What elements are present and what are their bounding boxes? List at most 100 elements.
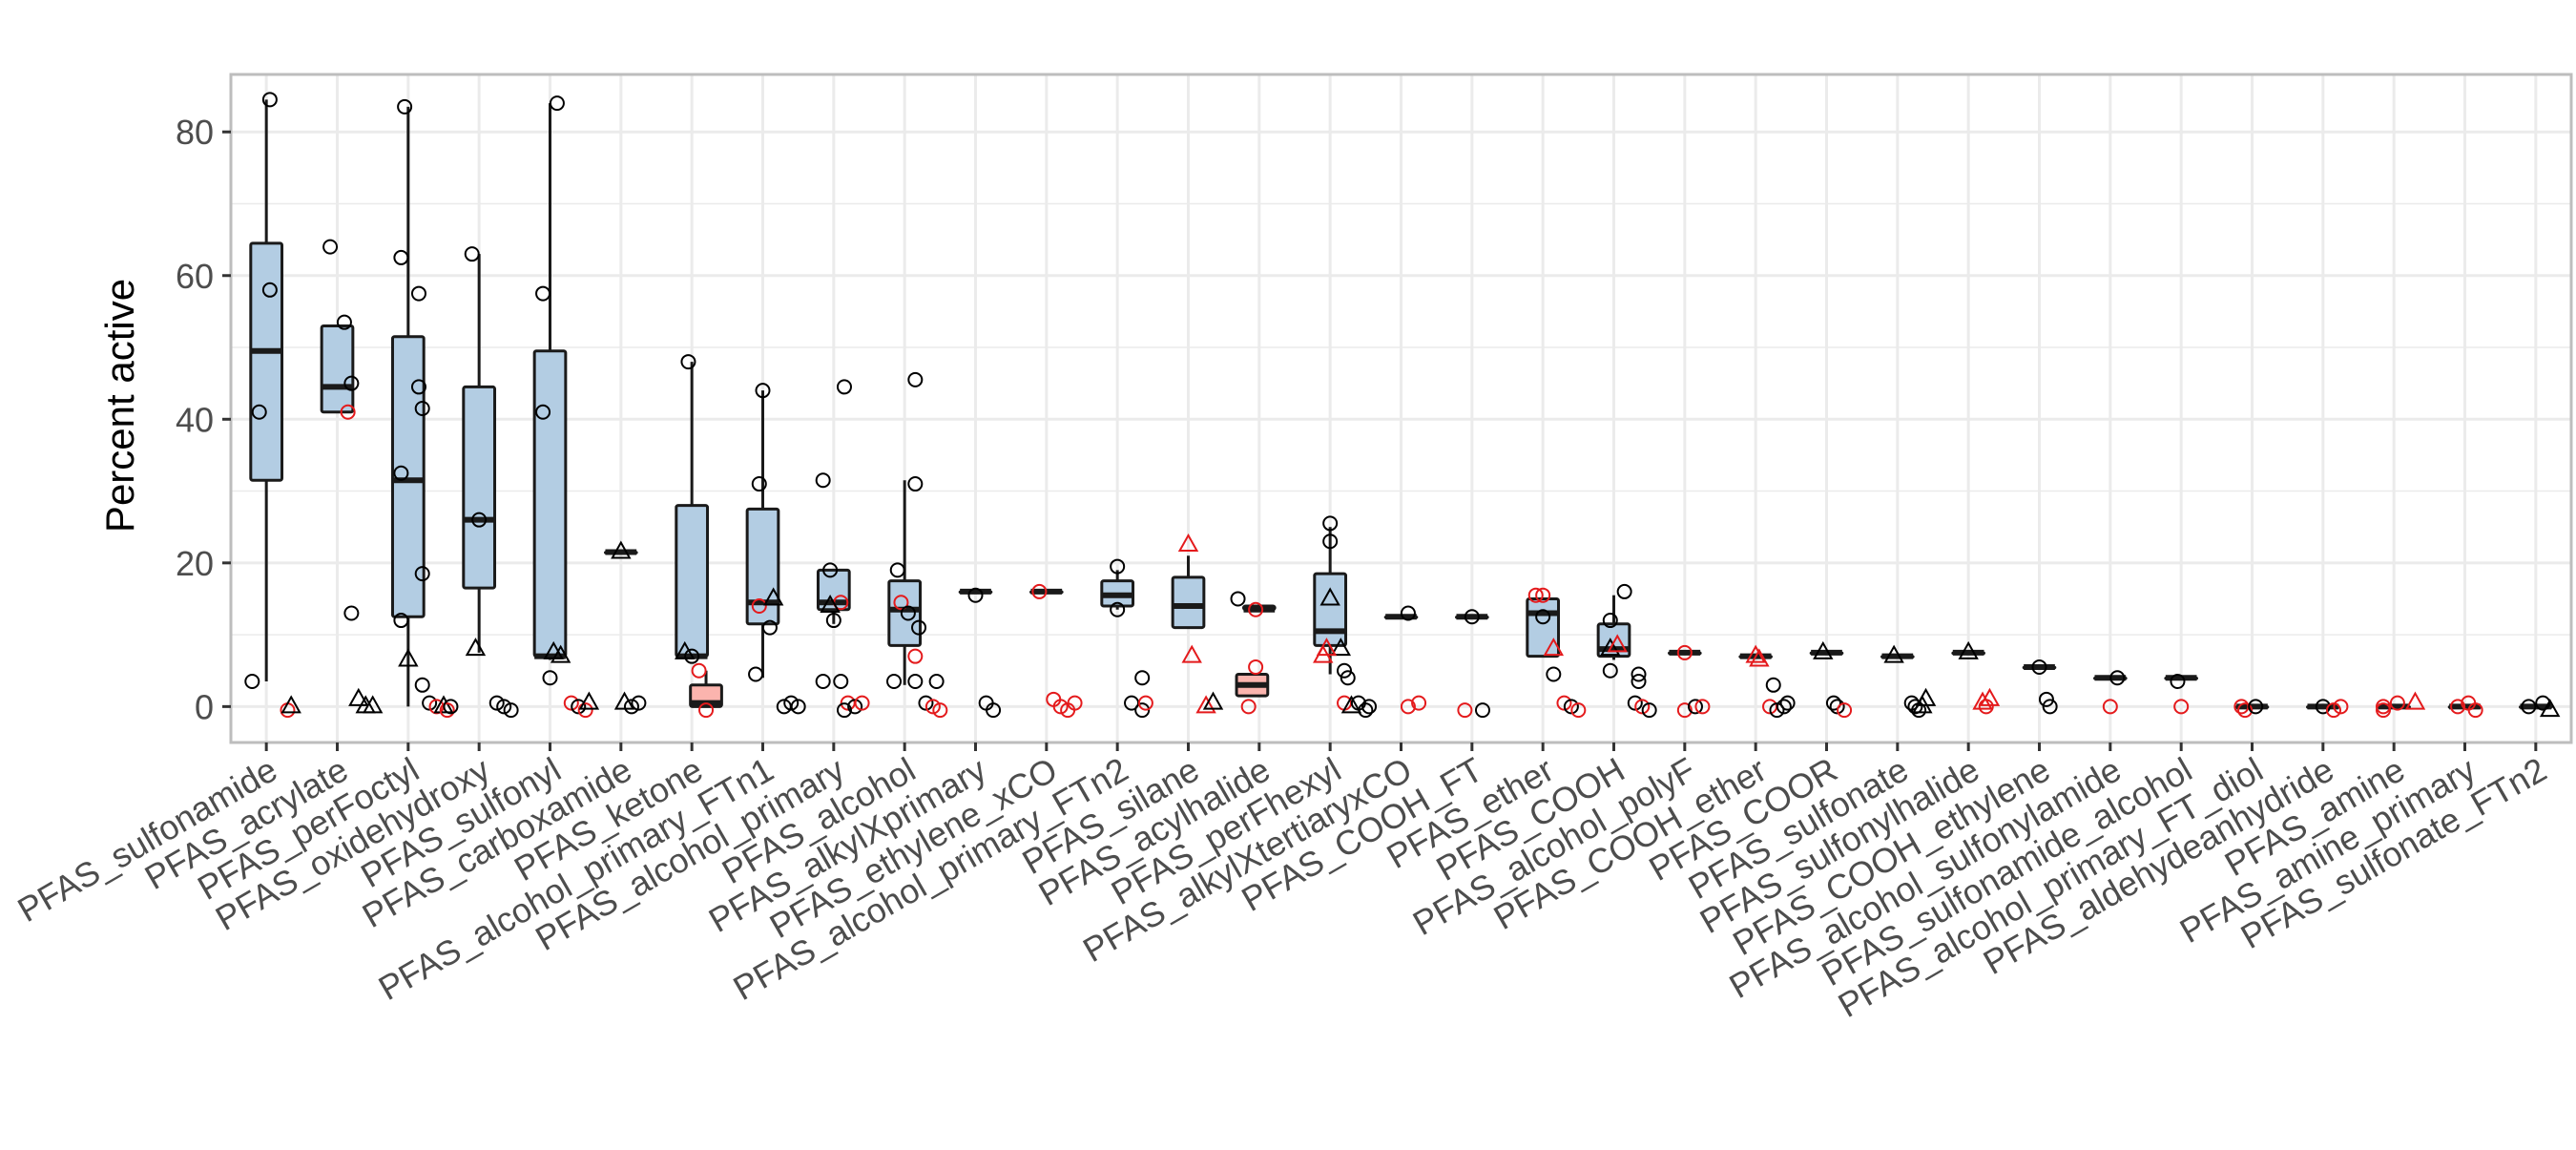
data-point-circle xyxy=(2031,659,2047,675)
data-point-circle xyxy=(414,677,430,693)
data-point-circle xyxy=(1240,699,1257,715)
data-point-circle xyxy=(836,379,852,395)
data-point-triangle xyxy=(820,594,841,613)
data-point-circle xyxy=(1248,601,1264,617)
data-point-triangle xyxy=(398,648,419,667)
data-point-circle xyxy=(251,404,267,420)
data-point-circle xyxy=(393,613,409,629)
data-point-circle xyxy=(322,239,339,255)
data-point-circle xyxy=(244,674,260,690)
data-point-triangle xyxy=(1745,644,1766,663)
data-point-circle xyxy=(2248,699,2264,715)
data-point-circle xyxy=(549,95,565,112)
data-point-triangle xyxy=(348,687,369,706)
data-point-circle xyxy=(1411,695,1427,711)
data-point-circle xyxy=(1570,702,1587,719)
data-point-circle xyxy=(1765,677,1781,693)
data-point-circle xyxy=(1031,583,1048,599)
data-point-triangle xyxy=(1330,638,1352,657)
data-point-triangle xyxy=(280,695,301,714)
data-point-triangle xyxy=(2539,699,2561,718)
data-point-circle xyxy=(1052,699,1069,715)
data-point-circle xyxy=(397,98,413,115)
data-point-circle xyxy=(1134,670,1151,686)
data-point-circle xyxy=(1769,702,1785,719)
data-point-circle xyxy=(563,695,579,711)
data-point-circle xyxy=(986,702,1002,719)
data-point-circle xyxy=(503,702,519,719)
data-point-circle xyxy=(1137,695,1153,711)
data-point-circle xyxy=(2389,695,2405,711)
data-point-triangle xyxy=(1177,533,1199,553)
data-point-circle xyxy=(1694,699,1711,715)
data-point-triangle xyxy=(1195,695,1216,714)
data-point-circle xyxy=(542,670,558,686)
data-point-circle xyxy=(748,666,764,682)
box-body xyxy=(1526,596,1561,659)
data-point-circle xyxy=(907,476,924,492)
data-point-circle xyxy=(924,699,941,715)
data-point-circle xyxy=(577,702,593,719)
data-point-circle xyxy=(1474,702,1490,719)
data-point-circle xyxy=(847,699,863,715)
data-point-triangle xyxy=(1979,687,2001,706)
data-point-circle xyxy=(928,674,945,690)
data-point-triangle xyxy=(433,695,454,714)
data-point-circle xyxy=(1535,587,1551,603)
y-tick-label: 60 xyxy=(176,257,214,296)
data-point-triangle xyxy=(1313,644,1334,663)
data-point-circle xyxy=(1631,674,1647,690)
data-point-circle xyxy=(1776,699,1792,715)
data-point-circle xyxy=(1340,670,1356,686)
data-point-circle xyxy=(907,648,924,664)
data-point-circle xyxy=(907,371,924,387)
data-point-circle xyxy=(1837,702,1853,719)
data-point-circle xyxy=(751,476,767,492)
y-tick-label: 80 xyxy=(176,113,214,152)
data-point-circle xyxy=(261,92,278,108)
data-point-circle xyxy=(684,648,700,664)
data-point-circle xyxy=(1676,644,1693,660)
data-point-triangle xyxy=(1543,638,1565,657)
data-point-triangle xyxy=(2404,691,2426,710)
data-point-triangle xyxy=(1607,634,1628,653)
data-point-circle xyxy=(535,285,551,302)
y-tick-label: 0 xyxy=(195,687,214,726)
data-point-circle xyxy=(340,404,356,420)
data-point-circle xyxy=(932,702,948,719)
data-point-circle xyxy=(336,314,352,330)
data-point-circle xyxy=(343,605,360,621)
data-point-circle xyxy=(1616,583,1632,599)
box-body xyxy=(462,385,497,590)
point-layer xyxy=(244,92,2561,719)
data-point-circle xyxy=(410,285,426,302)
box-body xyxy=(320,324,355,414)
data-point-triangle xyxy=(550,644,571,663)
data-point-circle xyxy=(1535,609,1551,625)
data-point-circle xyxy=(1067,695,1083,711)
data-point-triangle xyxy=(362,695,384,714)
data-point-triangle xyxy=(1813,640,1834,659)
data-point-circle xyxy=(393,249,409,265)
data-point-circle xyxy=(825,613,841,629)
data-point-circle xyxy=(1829,699,1845,715)
data-point-circle xyxy=(2325,702,2341,719)
data-point-circle xyxy=(1322,533,1339,550)
data-point-circle xyxy=(2173,699,2190,715)
data-point-circle xyxy=(790,699,806,715)
data-point-circle xyxy=(2315,699,2331,715)
data-point-triangle xyxy=(465,638,487,657)
data-point-triangle xyxy=(1319,587,1340,606)
data-point-circle xyxy=(410,379,426,395)
data-point-circle xyxy=(414,566,430,582)
box-body xyxy=(249,241,284,482)
data-point-circle xyxy=(1248,659,1264,675)
data-point-circle xyxy=(1602,613,1618,629)
data-point-circle xyxy=(1676,702,1693,719)
data-point-circle xyxy=(2521,699,2537,715)
data-point-circle xyxy=(833,674,849,690)
data-point-circle xyxy=(1825,695,1841,711)
data-point-circle xyxy=(1400,605,1416,621)
